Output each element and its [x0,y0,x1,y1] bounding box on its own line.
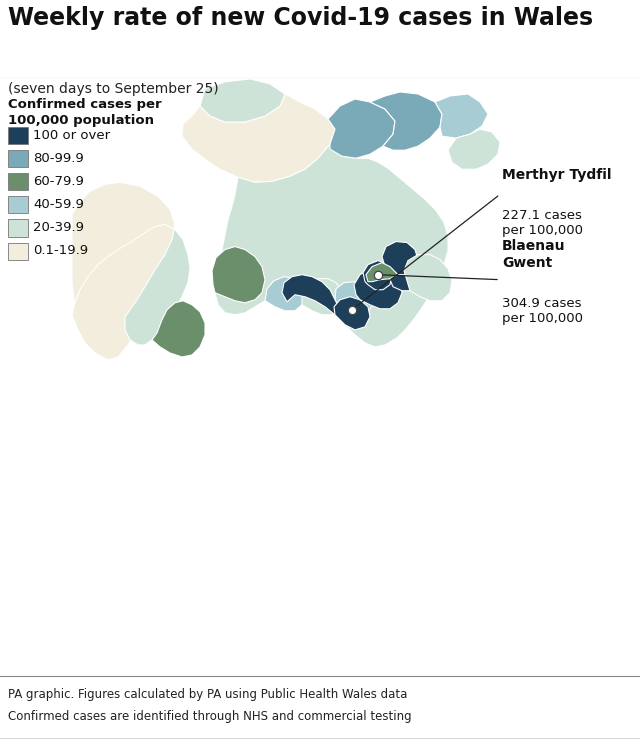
Text: Confirmed cases are identified through NHS and commercial testing: Confirmed cases are identified through N… [8,709,412,723]
Polygon shape [125,225,190,345]
Text: 20-39.9: 20-39.9 [33,221,84,234]
Polygon shape [328,99,395,158]
Text: 100 or over: 100 or over [33,129,110,142]
Polygon shape [334,297,370,330]
Text: (seven days to September 25): (seven days to September 25) [8,82,219,96]
Polygon shape [200,79,285,122]
Polygon shape [354,269,402,309]
Polygon shape [182,94,335,183]
Bar [8,173,28,191]
Text: Weekly rate of new Covid-19 cases in Wales: Weekly rate of new Covid-19 cases in Wal… [8,6,593,30]
Bar [8,150,28,167]
Polygon shape [370,92,442,150]
Bar [8,127,28,144]
Text: Confirmed cases per: Confirmed cases per [8,98,162,111]
Bar [8,242,28,259]
Polygon shape [366,262,398,282]
Polygon shape [404,254,452,301]
Text: 60-79.9: 60-79.9 [33,175,84,188]
Text: 227.1 cases
per 100,000: 227.1 cases per 100,000 [502,209,583,237]
Text: Blaenau
Gwent: Blaenau Gwent [502,239,566,270]
Polygon shape [72,183,175,335]
Polygon shape [265,276,305,311]
Polygon shape [363,261,392,290]
Text: 40-59.9: 40-59.9 [33,198,84,211]
Polygon shape [335,282,372,317]
Text: 100,000 population: 100,000 population [8,114,154,127]
Polygon shape [282,275,340,315]
Polygon shape [72,225,183,360]
Polygon shape [152,301,205,357]
Polygon shape [212,247,265,303]
Text: 80-99.9: 80-99.9 [33,151,84,165]
Text: 304.9 cases
per 100,000: 304.9 cases per 100,000 [502,297,583,324]
Polygon shape [390,262,418,290]
Bar [8,219,28,236]
Polygon shape [215,144,448,347]
Text: PA graphic. Figures calculated by PA using Public Health Wales data: PA graphic. Figures calculated by PA usi… [8,688,407,701]
Text: 0.1-19.9: 0.1-19.9 [33,244,88,257]
Polygon shape [435,94,488,138]
Text: Merthyr Tydfil: Merthyr Tydfil [502,168,611,183]
Polygon shape [382,242,418,275]
Bar [8,197,28,214]
Polygon shape [448,129,500,169]
Polygon shape [302,279,344,315]
